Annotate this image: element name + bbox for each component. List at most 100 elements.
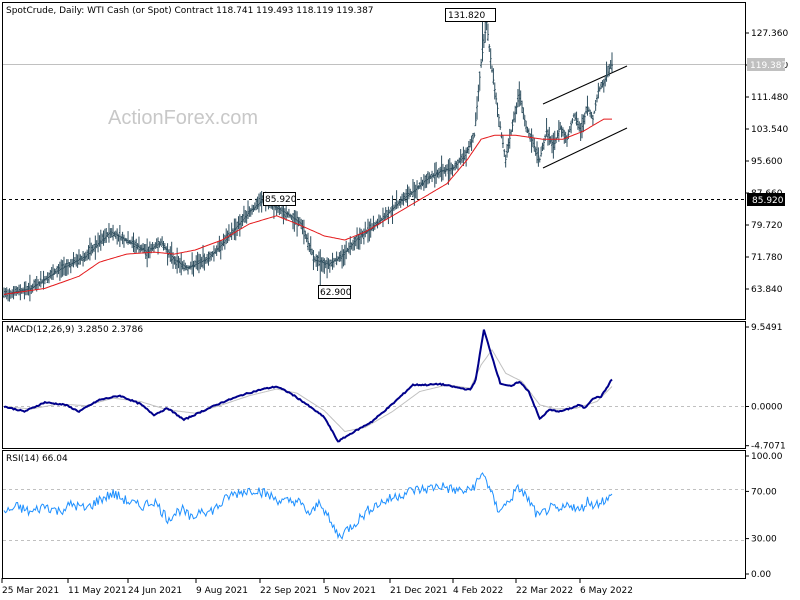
price-bar [180,252,183,276]
price-bar [326,257,329,279]
price-bar [536,141,539,164]
price-bar [135,238,138,253]
price-bar [571,118,574,124]
price-bar [208,251,211,262]
price-axis-tick-label: 95.600 [751,157,783,167]
price-bar [140,244,143,252]
price-bar [390,207,393,217]
price-bar [401,193,404,205]
macd-signal-line [3,348,613,433]
rsi-axis-tick-label: 30.00 [751,535,777,545]
price-bar [172,252,175,269]
price-bar [446,164,449,172]
price-bar [380,217,383,222]
price-bar [127,231,130,245]
price-bar [589,109,592,117]
price-bar [132,232,135,253]
price-bar [88,237,91,261]
price-bar [159,238,162,246]
price-bar [212,245,215,262]
price-bar [255,198,258,211]
price-bar [256,196,259,210]
price-bar [62,256,65,276]
price-bar [439,166,442,178]
price-bar [24,281,27,296]
price-bar [465,147,468,167]
price-bar [94,235,97,260]
price-bar [327,258,330,270]
price-bar [199,254,202,270]
price-bar [349,236,352,256]
price-bar [568,126,571,133]
price-bar [372,215,375,232]
price-bar [450,162,453,175]
price-bar [417,185,420,190]
price-bar [302,219,305,245]
price-bar [279,207,282,215]
price-bar [305,234,308,243]
price-bar [28,274,31,302]
price-bar [214,248,217,254]
price-bar [424,175,427,189]
price-bar [65,259,68,276]
price-bar [332,257,335,268]
callout-high: 131.820 [445,8,496,22]
price-bar [260,190,263,213]
price-bar [32,279,35,289]
price-bar [131,236,134,249]
price-bar [317,251,320,267]
price-bar [497,114,500,128]
price-bar [433,162,436,188]
price-bar [204,257,207,264]
price-bar [345,240,348,260]
price-bar [64,263,67,276]
price-bar [300,218,303,229]
price-bar [386,209,389,219]
price-bar [459,148,462,165]
price-bar [578,121,581,132]
price-bar [480,58,483,68]
price-bar [77,249,80,265]
price-bar [206,253,209,264]
price-bar [343,244,346,266]
price-bar [489,48,492,69]
price-bar [582,114,585,133]
price-bar [581,114,584,139]
price-bar [124,237,127,242]
price-bar [215,245,218,256]
price-bar [516,89,519,108]
price-bar [594,99,597,111]
price-bar [335,251,338,266]
price-bar [331,252,334,270]
price-bar [283,208,286,220]
price-bar [583,112,586,125]
price-bar [406,184,409,207]
price-bar [405,189,408,203]
price-bar [570,120,573,134]
rsi-axis-tick-label: 100.00 [751,452,783,462]
price-bar [527,128,530,138]
price-bar [230,222,233,240]
reference-price-tag: 85.920 [747,193,785,206]
price-bar [240,215,243,229]
price-bar [99,229,102,251]
macd-panel-frame [2,321,746,449]
price-bar [316,255,319,271]
price-axis-tick-label: 79.720 [751,221,783,231]
price-bar [541,142,544,152]
price-bar [394,201,397,210]
price-bar [110,228,113,238]
price-bar [559,121,562,130]
price-bar [158,241,161,248]
macd-axis-tick-label: 0.0000 [751,403,783,413]
price-bar [413,181,416,206]
price-bar [476,96,479,120]
price-bar [166,243,169,266]
price-bar [454,160,457,171]
price-bar [162,240,165,251]
price-bar [522,107,525,120]
price-bar [68,262,71,268]
price-bar [7,289,10,302]
price-bar [16,286,19,295]
price-bar [287,208,290,218]
